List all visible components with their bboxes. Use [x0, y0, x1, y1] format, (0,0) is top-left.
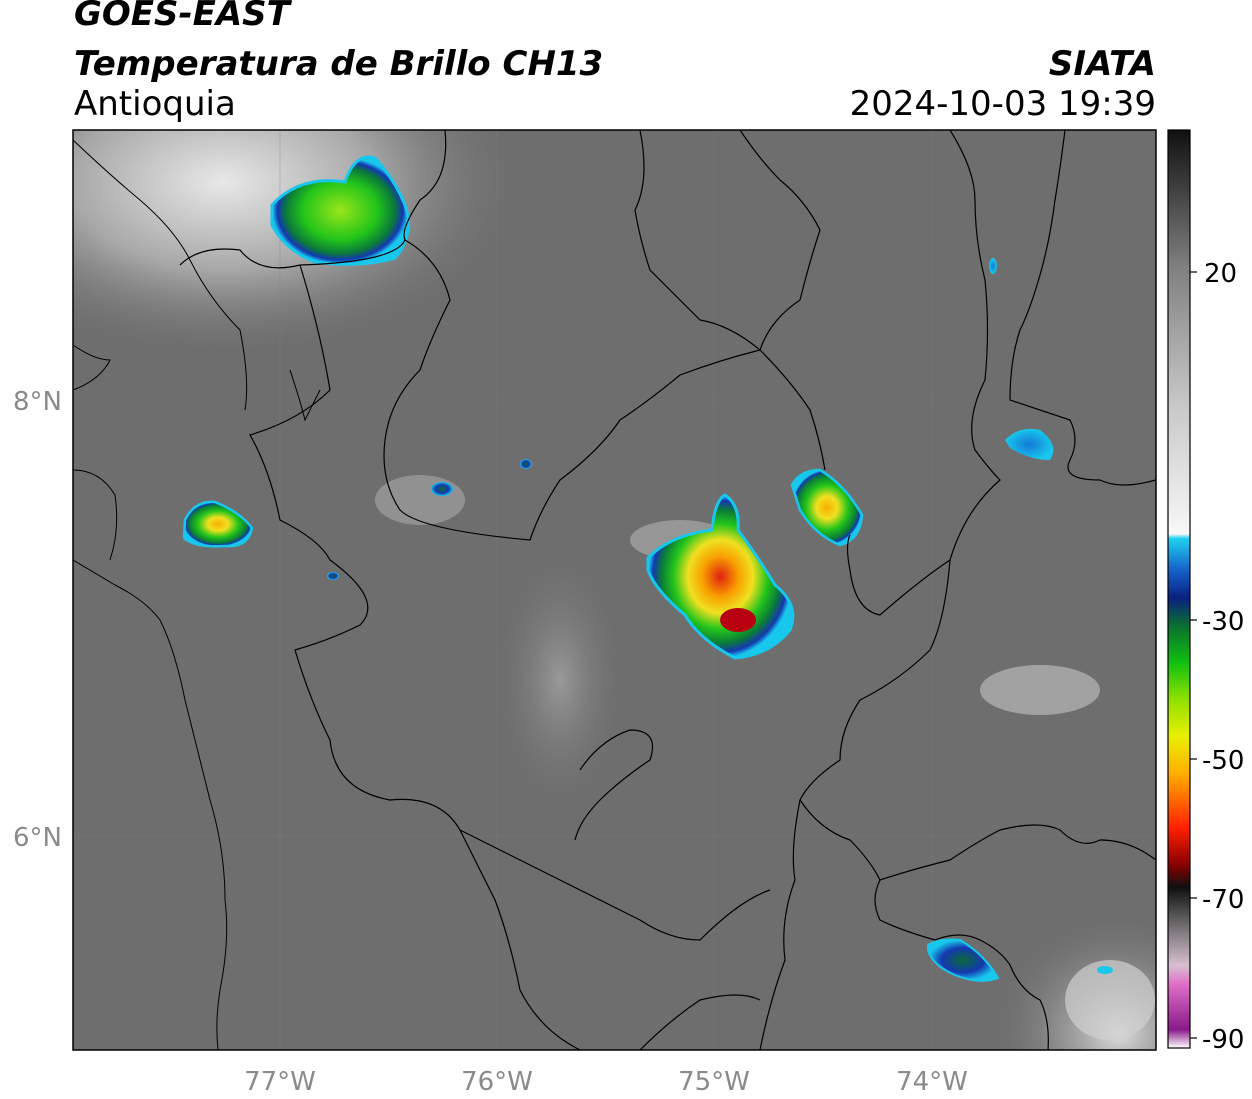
colorbar-label-20: 20: [1204, 259, 1237, 289]
coastline: [73, 139, 321, 1050]
title-satellite: GOES-EAST: [74, 0, 290, 34]
cloud-patch-w: [375, 475, 465, 525]
colorbar: [1167, 129, 1191, 1049]
cloud-patch-se: [1065, 960, 1155, 1040]
colorbar-ticks: [1190, 271, 1197, 1039]
storm-cell-small-2: [520, 459, 532, 469]
timestamp-label: 2024-10-03 19:39: [849, 84, 1156, 124]
title-region: Antioquia: [74, 84, 236, 124]
valley-warm-region: [490, 540, 630, 820]
graticule: [73, 130, 1156, 1050]
storm-cell-west: [182, 500, 254, 548]
lon-label-76w: 76°W: [461, 1067, 533, 1097]
storm-core-red: [720, 608, 756, 632]
storm-cell-cyan-east: [1005, 428, 1054, 460]
organization-label: SIATA: [1048, 44, 1156, 84]
lon-label-75w: 75°W: [678, 1067, 750, 1097]
storm-cell-small-5: [1097, 966, 1113, 974]
storm-cell-central: [646, 493, 795, 660]
storm-cell-northeast: [790, 468, 864, 547]
boundaries: [179, 130, 1156, 1050]
lon-label-77w: 77°W: [244, 1067, 316, 1097]
colorbar-label-minus70: -70: [1202, 885, 1244, 915]
storm-cell-southeast: [927, 938, 1000, 982]
storm-cell-small-4: [989, 258, 997, 274]
lon-label-74w: 74°W: [896, 1067, 968, 1097]
cloud-patch-e: [980, 665, 1100, 715]
colorbar-label-minus50: -50: [1202, 746, 1244, 776]
colorbar-label-minus90: -90: [1202, 1025, 1244, 1055]
storm-cell-small-3: [327, 572, 339, 580]
title-product: Temperatura de Brillo CH13: [74, 44, 604, 84]
lat-label-6n: 6°N: [13, 823, 62, 853]
storm-cell-northwest: [270, 155, 410, 266]
map-area[interactable]: [73, 130, 1156, 1050]
lat-label-8n: 8°N: [13, 387, 62, 417]
map-frame: [72, 129, 1157, 1051]
storm-cell-small-1: [431, 482, 453, 496]
colorbar-label-minus30: -30: [1202, 607, 1244, 637]
